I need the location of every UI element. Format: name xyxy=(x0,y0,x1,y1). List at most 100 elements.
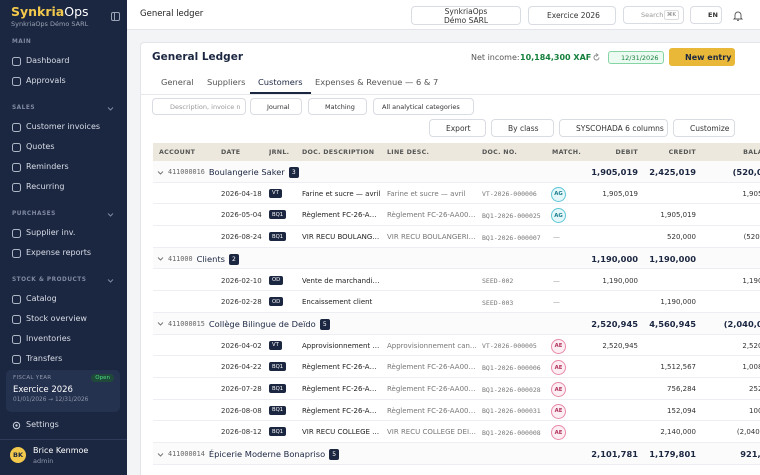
amount-cell: 4,560,945 xyxy=(649,318,696,329)
doc-description: Règlement FC-26-A… xyxy=(302,363,377,372)
line-description: Approvisionnement can… xyxy=(387,341,477,350)
match-empty: — xyxy=(553,233,560,242)
nav-item[interactable]: Dashboard xyxy=(26,56,70,65)
search-input[interactable]: Description, invoice n xyxy=(152,98,246,115)
nav-section-title: MAIN xyxy=(12,39,32,45)
notifications-icon[interactable] xyxy=(733,10,743,21)
nav-item[interactable]: Catalog xyxy=(26,294,57,303)
group-account: 411000015 xyxy=(168,319,205,328)
collapse-icon[interactable] xyxy=(111,12,120,21)
column-header: BALANCE xyxy=(743,149,760,156)
fiscal-year-card[interactable]: FISCAL YEAR Open Exercice 2026 01/01/202… xyxy=(6,370,120,412)
toolbar-button[interactable]: SYSCOHADA 6 columns xyxy=(559,119,668,137)
date-cell: 2026-04-22 xyxy=(221,363,262,372)
amount-cell: 2,520,945 xyxy=(742,341,760,350)
journal-badge: BQ1 xyxy=(269,427,287,437)
tabs-border xyxy=(141,94,760,95)
search-box[interactable]: Search ⌘K xyxy=(623,6,684,24)
amount-cell: 1,190,000 xyxy=(591,253,638,264)
avatar[interactable]: BK xyxy=(10,447,26,463)
nav-icon xyxy=(12,229,21,238)
user-name: Brice Kenmoe xyxy=(33,446,89,455)
user-role: admin xyxy=(33,457,54,465)
section-chevron xyxy=(107,279,114,283)
nav-item[interactable]: Reminders xyxy=(26,162,69,171)
match-empty: — xyxy=(553,276,560,285)
journal-badge: VT xyxy=(269,188,282,198)
nav-item[interactable]: Stock overview xyxy=(26,314,87,323)
nav-item[interactable]: Inventories xyxy=(26,334,71,343)
nav-icon xyxy=(12,315,21,324)
fiscal-year-range: 01/01/2026 → 12/31/2026 xyxy=(13,397,89,403)
group-row xyxy=(153,443,760,465)
filter-dropdown[interactable]: Journal xyxy=(250,98,302,115)
journal-badge: OD xyxy=(269,297,284,307)
group-count: 3 xyxy=(288,167,299,178)
nav-section-title: STOCK & PRODUCTS xyxy=(12,277,87,283)
divider xyxy=(0,439,127,440)
toolbar-button[interactable]: By class xyxy=(491,119,554,137)
search-placeholder: Search xyxy=(641,11,664,19)
journal-badge: BQ1 xyxy=(269,210,287,220)
match-badge: AG xyxy=(551,208,566,224)
nav-item[interactable]: Customer invoices xyxy=(26,122,101,131)
nav-icon xyxy=(12,143,21,152)
amount-cell: 1,905,019 xyxy=(602,189,638,198)
line-description: VIR RECU BOULANGERI… xyxy=(387,233,476,242)
date-cell: 2026-07-28 xyxy=(221,385,262,393)
toolbar-button[interactable]: Export xyxy=(429,119,486,137)
doc-number: VT-2026-000006 xyxy=(482,190,537,199)
tab[interactable]: Expenses & Revenue — 6 & 7 xyxy=(315,77,439,87)
column-header: LINE DESC. xyxy=(387,149,430,156)
shortcut: ⌘K xyxy=(663,10,679,20)
brand[interactable]: SynkriaOps xyxy=(11,4,89,19)
settings-link[interactable]: Settings xyxy=(26,420,59,429)
column-header: MATCH. xyxy=(552,149,582,156)
nav-item[interactable]: Approvals xyxy=(26,76,66,85)
doc-description: Règlement FC-26-A… xyxy=(302,211,377,220)
nav-icon xyxy=(12,123,21,132)
topbar: General ledger SynkriaOps Démo SARL Exer… xyxy=(127,0,760,30)
nav-icon xyxy=(12,77,21,86)
doc-number: BQ1-2026-000008 xyxy=(482,428,541,437)
group-name: Collège Bilingue de Deïdo xyxy=(208,318,316,329)
tab[interactable]: General xyxy=(161,77,194,87)
nav-item[interactable]: Quotes xyxy=(26,142,55,151)
nav-item[interactable]: Expense reports xyxy=(26,248,92,257)
tab[interactable]: Suppliers xyxy=(207,77,246,87)
card-title: General Ledger xyxy=(152,51,243,63)
date-cell: 2026-08-12 xyxy=(221,428,262,437)
refresh-icon xyxy=(593,53,600,61)
tab[interactable]: Customers xyxy=(258,77,303,87)
ledger-row xyxy=(153,334,760,357)
journal-badge: BQ1 xyxy=(269,362,287,372)
line-description: VIR RECU COLLEGE DEI… xyxy=(387,428,477,437)
ledger-card: General Ledger Net income: 10,184,300 XAF 1… xyxy=(140,42,760,475)
doc-description: Vente de marchandi… xyxy=(302,276,380,285)
amount-cell: 1,190,000 xyxy=(602,276,638,285)
filter-dropdown[interactable]: All analytical categories xyxy=(373,98,474,115)
language-selector[interactable]: EN xyxy=(690,6,722,24)
group-name: Clients xyxy=(196,253,225,264)
nav-item[interactable]: Recurring xyxy=(26,182,65,191)
column-header: DATE xyxy=(221,149,241,156)
amount-cell: 1,905,019 xyxy=(742,189,760,198)
company-selector[interactable]: SynkriaOps Démo SARL xyxy=(411,6,521,25)
amount-cell: 1,905,019 xyxy=(660,211,696,220)
group-count: 5 xyxy=(319,318,330,330)
amount-cell: (520,000) xyxy=(732,167,760,177)
filter-dropdown[interactable]: Matching xyxy=(308,98,367,115)
doc-number: VT-2026-000005 xyxy=(482,342,537,351)
column-header: JRNL. xyxy=(269,149,290,156)
nav-item[interactable]: Transfers xyxy=(26,354,63,363)
fiscal-year-selector[interactable]: Exercice 2026 xyxy=(528,6,616,25)
section-chevron xyxy=(107,107,114,111)
line-description: Règlement FC-26-AA00… xyxy=(387,363,476,372)
toolbar-button[interactable]: Customize xyxy=(673,119,735,137)
doc-number: SEED-002 xyxy=(482,277,514,285)
fiscal-year-status: Open xyxy=(91,374,114,382)
nav-section-title: SALES xyxy=(12,105,35,111)
nav-item[interactable]: Supplier inv. xyxy=(26,228,76,237)
new-entry-button[interactable]: New entry xyxy=(669,48,735,66)
